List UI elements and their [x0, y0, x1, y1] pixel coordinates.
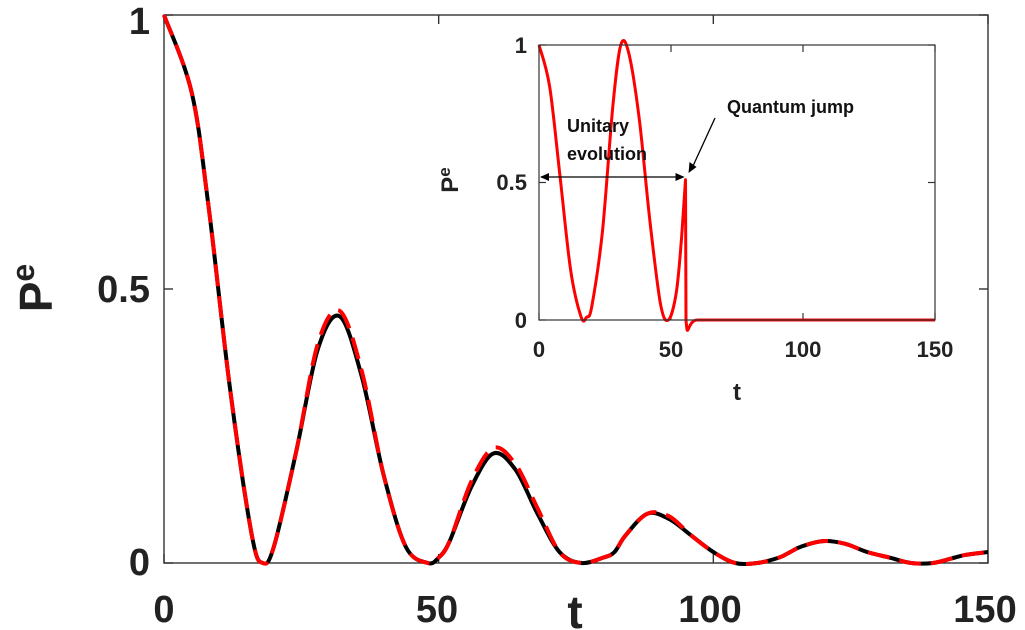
main-y-tick-label: 0.5 — [97, 269, 150, 311]
quantum-jump-arrowhead — [688, 162, 697, 173]
svg-text:Pe: Pe — [5, 264, 62, 312]
inset-x-tick-label: 0 — [533, 337, 545, 362]
annotation-unitary-line1: Unitary — [567, 116, 629, 136]
unitary-evolution-arrowhead-right — [675, 173, 685, 181]
quantum-jump-arrow-shaft — [691, 117, 716, 168]
inset-x-tick-label: 50 — [659, 337, 683, 362]
inset-y-tick-label: 0.5 — [496, 170, 527, 195]
annotation-unitary-line2: evolution — [567, 144, 647, 164]
main-x-tick-label: 150 — [953, 589, 1016, 630]
svg-text:Pe: Pe — [435, 167, 464, 192]
inset-y-axis-label-main: P — [437, 177, 464, 193]
inset-annotation-arrows — [540, 117, 716, 181]
main-plot: 0 0.5 1 0 50 100 150 t Pe — [5, 1, 1017, 630]
unitary-evolution-arrowhead-left — [540, 173, 549, 181]
main-x-tick-label: 100 — [678, 589, 741, 630]
inset-x-tick-label: 150 — [917, 337, 954, 362]
main-x-tick-label: 50 — [416, 589, 458, 630]
main-y-axis-label-main: P — [10, 282, 62, 313]
main-x-axis-label: t — [567, 586, 582, 630]
main-series-line-2 — [162, 14, 989, 567]
inset-y-tick-label: 1 — [515, 33, 527, 58]
inset-plot-background — [539, 45, 935, 320]
main-y-axis-label-subscript: e — [5, 264, 41, 282]
main-y-tick-label: 1 — [129, 1, 150, 43]
inset-y-axis-label-subscript: e — [435, 167, 454, 176]
main-x-tick-label: 0 — [153, 589, 174, 630]
inset-plot-frame — [538, 44, 936, 321]
inset-plot: 0 0.5 1 0 50 100 150 t Pe Unitary evolut… — [435, 33, 953, 406]
main-series — [162, 14, 989, 567]
annotation-quantum-jump: Quantum jump — [727, 97, 854, 117]
inset-x-axis-label: t — [733, 379, 741, 406]
inset-y-axis-label: Pe — [435, 167, 464, 192]
main-y-tick-label: 0 — [129, 542, 150, 584]
main-y-axis-label: Pe — [5, 264, 62, 312]
inset-x-tick-label: 100 — [785, 337, 822, 362]
inset-y-tick-label: 0 — [515, 308, 527, 333]
